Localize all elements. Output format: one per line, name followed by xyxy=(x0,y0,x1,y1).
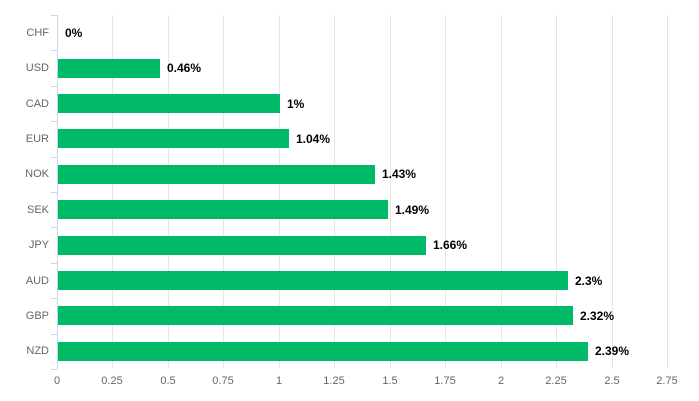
category-label-aud: AUD xyxy=(25,275,49,287)
gridline xyxy=(556,15,558,369)
category-label-eur: EUR xyxy=(25,133,49,145)
x-axis-tick-label: 0.25 xyxy=(101,375,123,387)
x-axis-tick-label: 2.25 xyxy=(545,375,567,387)
category-label-nok: NOK xyxy=(25,168,49,180)
category-label-cad: CAD xyxy=(25,98,49,110)
bar-value-label-aud: 2.3% xyxy=(575,274,603,288)
category-axis-tick xyxy=(51,334,57,335)
bar-sek xyxy=(58,200,388,219)
bar-nzd xyxy=(58,342,588,361)
bar-value-label-eur: 1.04% xyxy=(296,132,331,146)
x-axis-tick-label: 0.75 xyxy=(212,375,234,387)
gridline xyxy=(611,15,613,369)
category-axis-line xyxy=(57,15,58,369)
bar-value-label-jpy: 1.66% xyxy=(433,238,468,252)
x-axis-tick-label: 0 xyxy=(53,375,61,387)
category-label-sek: SEK xyxy=(26,204,49,216)
gridline xyxy=(334,15,336,369)
x-axis-tick-label: 1 xyxy=(275,375,283,387)
bar-value-label-chf: 0% xyxy=(65,26,83,40)
category-axis-tick xyxy=(51,50,57,51)
category-axis-tick xyxy=(51,298,57,299)
x-axis-tick-label: 2.75 xyxy=(656,375,678,387)
bar-value-label-gbp: 2.32% xyxy=(580,309,615,323)
category-axis-tick xyxy=(51,86,57,87)
category-axis-tick xyxy=(51,369,57,370)
category-axis-tick xyxy=(51,15,57,16)
category-axis-tick xyxy=(51,263,57,264)
bar-value-label-cad: 1% xyxy=(287,97,305,111)
bar-aud xyxy=(58,271,568,290)
bar-value-label-usd: 0.46% xyxy=(167,61,202,75)
gridline xyxy=(666,15,668,369)
x-axis-tick-label: 1.5 xyxy=(382,375,398,387)
category-axis-tick xyxy=(51,157,57,158)
category-axis-tick xyxy=(51,192,57,193)
category-label-gbp: GBP xyxy=(25,310,49,322)
gridline xyxy=(112,15,114,369)
x-axis-tick-label: 2 xyxy=(497,375,505,387)
bar-nok xyxy=(58,165,375,184)
gridline xyxy=(223,15,225,369)
category-axis-tick xyxy=(51,121,57,122)
bar-usd xyxy=(58,59,160,78)
x-axis-tick-label: 2.5 xyxy=(604,375,620,387)
x-axis-tick-label: 1.75 xyxy=(434,375,456,387)
category-axis-tick xyxy=(51,227,57,228)
bar-value-label-nzd: 2.39% xyxy=(595,344,630,358)
category-label-usd: USD xyxy=(25,62,49,74)
bar-value-label-sek: 1.49% xyxy=(395,203,430,217)
bar-gbp xyxy=(58,306,573,325)
gridline xyxy=(500,15,502,369)
category-label-nzd: NZD xyxy=(26,345,49,357)
gridline xyxy=(389,15,391,369)
category-label-chf: CHF xyxy=(26,27,49,39)
x-axis-tick-label: 1.25 xyxy=(323,375,345,387)
bar-eur xyxy=(58,129,289,148)
x-axis-tick-label: 0.5 xyxy=(160,375,176,387)
category-label-jpy: JPY xyxy=(28,239,49,251)
gridline xyxy=(167,15,169,369)
bar-cad xyxy=(58,94,280,113)
gridline xyxy=(278,15,280,369)
bar-value-label-nok: 1.43% xyxy=(382,167,417,181)
bar-jpy xyxy=(58,236,426,255)
gridline xyxy=(445,15,447,369)
